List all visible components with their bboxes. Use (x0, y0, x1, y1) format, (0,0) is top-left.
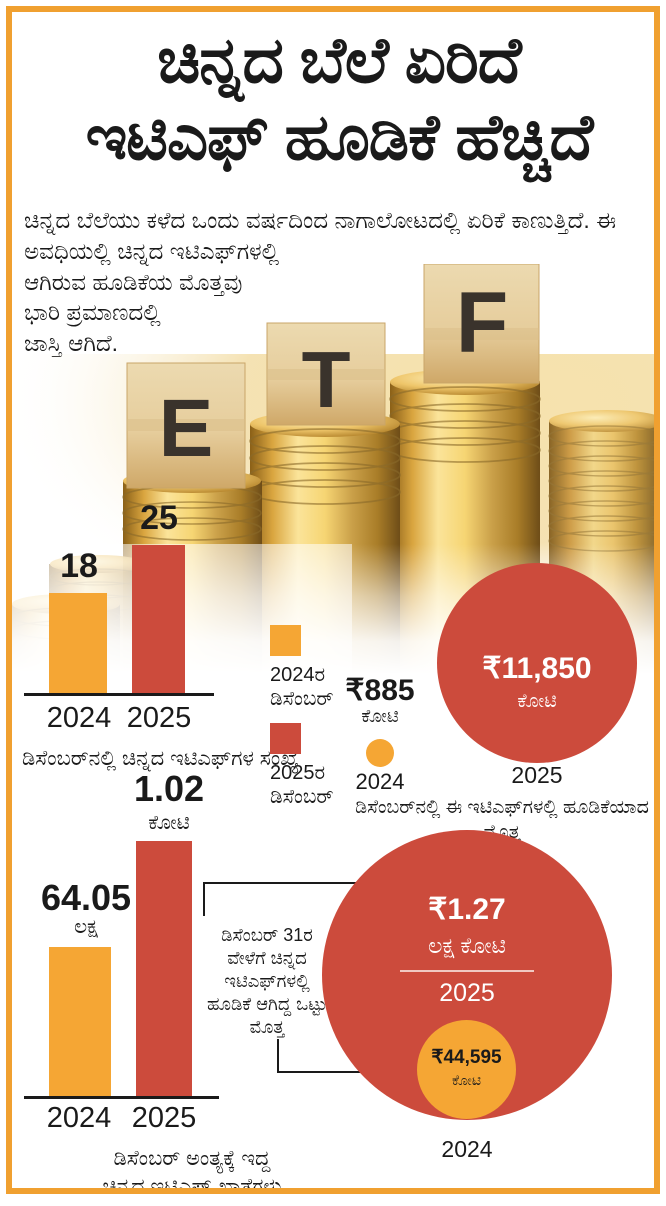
svg-text:T: T (302, 335, 351, 424)
svg-text:F: F (456, 275, 509, 371)
svg-text:E: E (159, 383, 214, 474)
